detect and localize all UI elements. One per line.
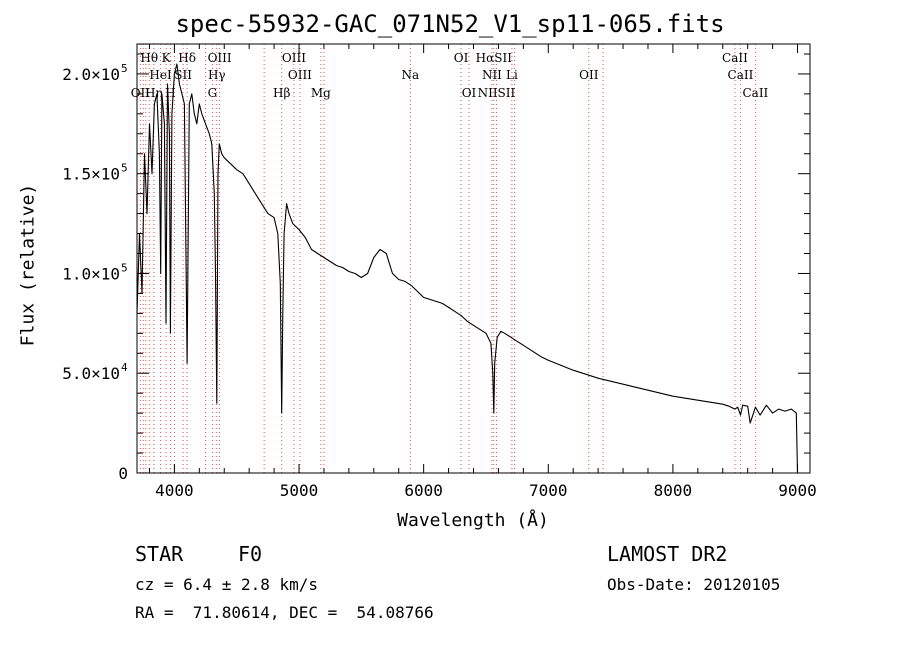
spectral-line-label: OIII: [288, 68, 312, 82]
axis-ticks: [137, 44, 810, 474]
spectral-line-label: HαSII: [476, 51, 513, 65]
obs-date-label: Obs-Date: 20120105: [607, 575, 781, 594]
x-tick-label: 5000: [280, 481, 319, 500]
y-tick-label: 1.0×10: [62, 264, 120, 283]
spectral-line-label: OI: [454, 51, 469, 65]
x-tick-label: 9000: [778, 481, 817, 500]
spectral-line-label: Hθ: [140, 51, 158, 65]
spectral-line-label: CaII: [728, 68, 754, 82]
spectral-line-label: OII: [579, 68, 599, 82]
y-tick-label: 2.0×10: [62, 65, 120, 84]
spectral-line-label: OIII: [208, 51, 232, 65]
x-tick-label: 8000: [654, 481, 693, 500]
y-tick-label: 0: [118, 464, 128, 483]
spectral-line-label: H: [165, 86, 175, 100]
y-tick-exponent: 4: [121, 361, 128, 374]
spectrum-series: [136, 63, 799, 474]
spectral-line-label: Li: [506, 68, 518, 82]
plot-axes: [136, 43, 811, 474]
cz-label: cz = 6.4 ± 2.8 km/s: [135, 575, 319, 594]
spectral-line-label: CaII: [722, 51, 748, 65]
spectral-line-label: OIII: [282, 51, 306, 65]
subclass-label: F0: [238, 542, 263, 566]
spectral-line-label: Hβ: [273, 86, 290, 100]
spectral-line-label: Na: [401, 68, 419, 82]
survey-label: LAMOST DR2: [607, 542, 728, 566]
x-tick-label: 6000: [404, 481, 443, 500]
spectral-line-label: Mg: [311, 86, 331, 100]
line-markers: [139, 44, 756, 473]
spectral-line-label: Hδ: [178, 51, 196, 65]
spectral-line-label: NII: [482, 68, 502, 82]
spectral-line-label: CaII: [742, 86, 768, 100]
spectral-line-label: G: [208, 86, 218, 100]
plot-frame: [136, 43, 811, 474]
spectral-line-label: OII: [131, 86, 151, 100]
spectral-line-label: K: [162, 51, 172, 65]
spectral-line-label: OI: [462, 86, 477, 100]
x-tick-label: 4000: [155, 481, 194, 500]
radec-label: RA = 71.80614, DEC = 54.08766: [135, 603, 434, 622]
y-tick-label: 5.0×10: [62, 364, 120, 383]
spectral-line-label: NIISII: [478, 86, 516, 100]
x-axis-label: Wavelength (Å): [397, 510, 549, 531]
spectral-line-label: SII: [174, 68, 192, 82]
y-tick-exponent: 5: [121, 162, 128, 175]
spectral-line-label: Hη: [145, 86, 163, 100]
series-group: [136, 63, 799, 474]
y-tick-exponent: 5: [121, 62, 128, 75]
y-tick-label: 1.5×10: [62, 165, 120, 184]
y-axis-label: Flux (relative): [17, 183, 39, 347]
y-tick-exponent: 5: [121, 261, 128, 274]
x-tick-label: 7000: [529, 481, 568, 500]
spectral-line-labels: Hθ K Hδ OIII OIII OI HαSII CaII HeI SII Hγ OIII Na NI…: [131, 51, 769, 100]
class-label: STAR: [135, 542, 184, 566]
chart-title: spec-55932-GAC_071N52_V1_sp11-065.fits: [175, 10, 725, 38]
spectral-line-label: Hγ: [208, 68, 226, 82]
spectral-line-label: HeI: [149, 68, 172, 82]
